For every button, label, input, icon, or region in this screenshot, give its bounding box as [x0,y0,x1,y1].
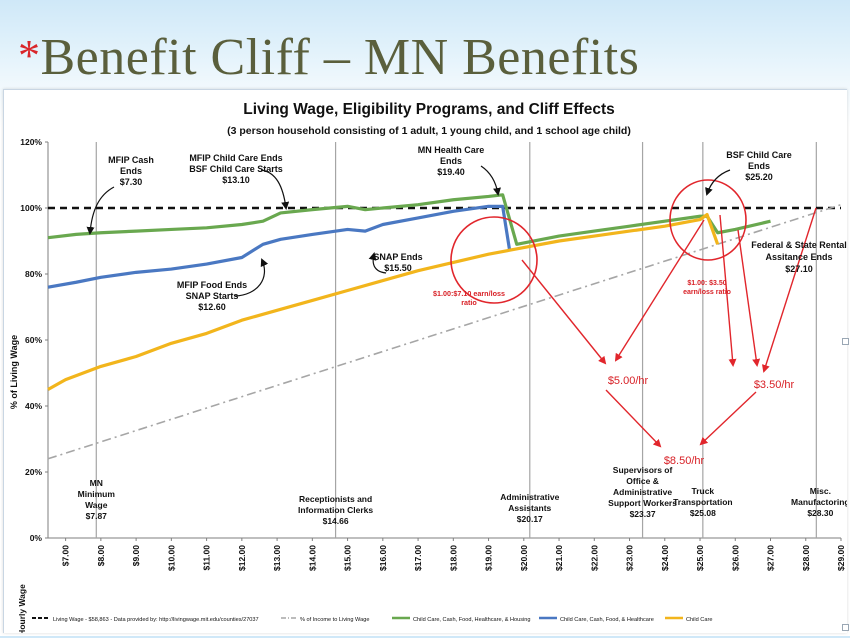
x-tick-label: $28.00 [801,545,811,571]
occupation-label: Receptionists and Information Clerks $14.6… [298,494,373,526]
cliff-chart: Living Wage, Eligibility Programs, and C… [9,101,850,636]
resize-handle-bottom-right[interactable] [842,624,849,631]
x-tick-label: $17.00 [413,545,423,571]
slide-title-text: Benefit Cliff – MN Benefits [40,29,640,86]
cliff-arrow [614,219,705,362]
x-tick-label: $25.00 [695,545,705,571]
series-line [47,204,512,289]
annotation-label: MFIP Food Ends SNAP Starts $12.60 [177,280,247,312]
cliff-circle [450,216,538,304]
x-tick-label: $23.00 [625,545,635,571]
series-line [47,193,771,246]
y-tick-label: 40% [25,401,42,411]
occupation-label: Truck Transportation $25.08 [673,486,733,518]
x-tick-label: $24.00 [660,545,670,571]
cliff-circle [669,179,747,261]
cliff-arrow [737,229,761,367]
annotation-arrow [260,169,290,210]
occupation-label: MN Minimum Wage $7.87 [78,478,116,521]
legend-label: Living Wage - $58,863 - Data provided by… [53,617,259,623]
x-tick-label: $21.00 [554,545,564,571]
x-tick-label: $22.00 [589,545,599,571]
slide-title: *Benefit Cliff – MN Benefits [18,28,639,87]
title-bullet: * [18,31,41,80]
x-tick-label: $9.00 [131,545,141,567]
chart-frame: Living Wage, Eligibility Programs, and C… [3,89,850,636]
annotation-label: Federal & State Rental Assitance Ends $27.… [751,240,847,274]
x-tick-label: $7.00 [61,545,71,567]
cliff-arrow [699,391,757,446]
x-tick-label: $19.00 [484,545,494,571]
resize-handle-right[interactable] [842,338,849,345]
legend-label: % of Income to Living Wage [300,617,369,623]
annotation-arrow [480,165,501,196]
annotation-label: $5.00/hr [608,375,649,387]
y-tick-label: 60% [25,335,42,345]
y-tick-label: 80% [25,269,42,279]
x-tick-label: $11.00 [202,545,212,571]
annotation-label: MN Health Care Ends $19.40 [418,145,485,177]
annotation-label: $3.50/hr [754,379,795,391]
y-tick-label: 120% [20,137,42,147]
legend-label: Child Care, Cash, Food, Healthcare, & Ho… [413,617,531,623]
x-tick-label: $14.00 [307,545,317,571]
legend-label: Child Care, Cash, Food, & Healthcare [560,617,654,623]
annotation-arrow [234,258,269,297]
x-tick-label: $20.00 [519,545,529,571]
occupation-label: Misc. Manufactoring $28.30 [791,486,847,518]
cliff-arrow [762,207,817,373]
legend-label: Child Care [686,617,712,623]
x-tick-label: $10.00 [166,545,176,571]
x-tick-label: $12.00 [237,545,247,571]
series-line [47,212,720,391]
x-tick-label: $29.00 [836,545,846,571]
annotation-label: MFIP Cash Ends $7.30 [108,155,154,187]
x-tick-label: $8.00 [96,545,106,567]
annotation-label: MFIP Child Care Ends BSF Child Care Start… [189,153,283,185]
x-tick-label: $15.00 [343,545,353,571]
x-tick-label: $16.00 [378,545,388,571]
annotation-label: $8.50/hr [664,455,705,467]
annotation-label: BSF Child Care Ends $25.20 [726,150,792,182]
chart-title: Living Wage, Eligibility Programs, and C… [243,101,614,118]
annotation-label: $1.00: $3.50 earn/loss ratio [683,280,731,296]
y-tick-label: 20% [25,467,42,477]
chart-subtitle: (3 person household consisting of 1 adul… [227,125,631,137]
x-axis-label: Hourly Wage [17,584,27,633]
occupation-label: Administrative Assistants $20.17 [500,492,559,524]
x-tick-label: $27.00 [766,545,776,571]
annotation-label: $1.00:$7.10 earn/loss ratio [433,289,505,307]
y-tick-label: 100% [20,203,42,213]
cliff-arrow [521,259,607,365]
occupation-label: Supervisors of Office & Administrative Supp… [608,465,677,519]
annotation-label: SNAP Ends $15.50 [373,252,422,273]
annotation-arrow [705,169,731,196]
y-tick-label: 0% [30,533,43,543]
y-axis-label: % of Living Wage [9,335,19,409]
x-tick-label: $13.00 [272,545,282,571]
plot-area: 0% 20% 40% 60% 80% 100% 120% $7.00 $8.00 $9.00 $10… [20,137,849,623]
x-tick-label: $18.00 [448,545,458,571]
x-tick-label: $26.00 [730,545,740,571]
cliff-arrow [719,214,737,367]
series-line [47,203,842,460]
cliff-arrow [605,389,662,448]
annotation-arrow [86,186,115,235]
annotation-arrow [368,252,387,274]
